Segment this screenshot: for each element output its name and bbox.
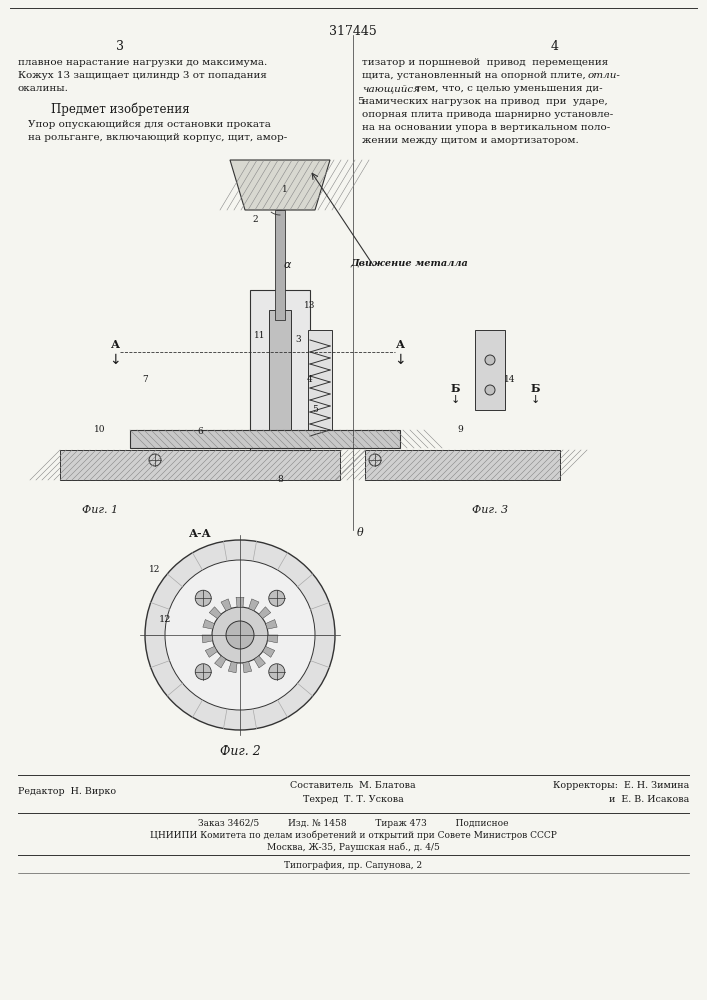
- Polygon shape: [263, 646, 275, 657]
- Text: на рольганге, включающий корпус, щит, амор-: на рольганге, включающий корпус, щит, ам…: [28, 133, 287, 142]
- Text: и  Е. В. Исакова: и Е. В. Исакова: [609, 795, 689, 804]
- Circle shape: [226, 621, 254, 649]
- Text: тизатор и поршневой  привод  перемещения: тизатор и поршневой привод перемещения: [362, 58, 608, 67]
- Text: Движение металла: Движение металла: [350, 258, 468, 267]
- Polygon shape: [209, 607, 221, 619]
- Circle shape: [269, 664, 285, 680]
- Text: опорная плита привода шарнирно установле-: опорная плита привода шарнирно установле…: [362, 110, 613, 119]
- Polygon shape: [203, 620, 214, 629]
- Text: 4: 4: [551, 40, 559, 53]
- Text: ↓: ↓: [395, 353, 406, 367]
- Text: Редактор  Н. Вирко: Редактор Н. Вирко: [18, 787, 116, 796]
- Text: 3: 3: [116, 40, 124, 53]
- Text: отли-: отли-: [588, 71, 621, 80]
- Polygon shape: [250, 290, 310, 450]
- Text: 5: 5: [357, 97, 363, 106]
- Text: 12: 12: [159, 615, 171, 624]
- Text: θ: θ: [356, 528, 363, 538]
- Text: окалины.: окалины.: [18, 84, 69, 93]
- Circle shape: [485, 355, 495, 365]
- Polygon shape: [230, 160, 330, 210]
- Text: α: α: [284, 260, 291, 270]
- Text: Кожух 13 защищает цилиндр 3 от попадания: Кожух 13 защищает цилиндр 3 от попадания: [18, 71, 267, 80]
- Polygon shape: [475, 330, 505, 410]
- Text: 317445: 317445: [329, 25, 377, 38]
- Circle shape: [369, 454, 381, 466]
- Text: щита, установленный на опорной плите,: щита, установленный на опорной плите,: [362, 71, 589, 80]
- Text: Корректоры:  Е. Н. Зимина: Корректоры: Е. Н. Зимина: [553, 781, 689, 790]
- Text: 13: 13: [304, 300, 316, 310]
- Text: 7: 7: [142, 375, 148, 384]
- Text: Заказ 3462/5          Изд. № 1458          Тираж 473          Подписное: Заказ 3462/5 Изд. № 1458 Тираж 473 Подпи…: [198, 819, 508, 828]
- Polygon shape: [269, 310, 291, 430]
- Polygon shape: [259, 607, 271, 619]
- Text: ↓: ↓: [450, 395, 460, 405]
- Text: жении между щитом и амортизатором.: жении между щитом и амортизатором.: [362, 136, 579, 145]
- Text: 3: 3: [296, 336, 300, 344]
- Text: чающийся: чающийся: [362, 84, 420, 93]
- Polygon shape: [202, 635, 213, 643]
- Text: 14: 14: [504, 375, 515, 384]
- Text: А: А: [395, 340, 404, 351]
- Circle shape: [165, 560, 315, 710]
- Text: плавное нарастание нагрузки до максимума.: плавное нарастание нагрузки до максимума…: [18, 58, 267, 67]
- Text: Предмет изобретения: Предмет изобретения: [51, 103, 189, 116]
- Text: 2: 2: [252, 216, 258, 225]
- Circle shape: [212, 607, 268, 663]
- Text: А: А: [110, 340, 119, 351]
- Text: Б: Б: [530, 382, 539, 393]
- Text: намических нагрузок на привод  при  ударе,: намических нагрузок на привод при ударе,: [362, 97, 608, 106]
- Polygon shape: [243, 662, 252, 673]
- Polygon shape: [221, 599, 231, 611]
- Polygon shape: [308, 330, 332, 440]
- Polygon shape: [249, 599, 259, 611]
- Polygon shape: [60, 450, 340, 480]
- Circle shape: [195, 590, 211, 606]
- Text: Техред  Т. Т. Ускова: Техред Т. Т. Ускова: [303, 795, 404, 804]
- Text: Типография, пр. Сапунова, 2: Типография, пр. Сапунова, 2: [284, 861, 422, 870]
- Circle shape: [485, 385, 495, 395]
- Polygon shape: [130, 430, 400, 448]
- Circle shape: [149, 454, 161, 466]
- Text: А-А: А-А: [189, 528, 211, 539]
- Text: 11: 11: [255, 330, 266, 340]
- Text: Фиг. 2: Фиг. 2: [220, 745, 260, 758]
- Text: 8: 8: [277, 476, 283, 485]
- Circle shape: [195, 664, 211, 680]
- Polygon shape: [228, 662, 237, 673]
- Text: тем, что, с целью уменьшения ди-: тем, что, с целью уменьшения ди-: [412, 84, 602, 93]
- Polygon shape: [214, 656, 226, 668]
- Text: Б: Б: [450, 382, 460, 393]
- Polygon shape: [254, 656, 265, 668]
- Text: 12: 12: [149, 566, 160, 574]
- Text: на на основании упора в вертикальном поло-: на на основании упора в вертикальном пол…: [362, 123, 610, 132]
- Polygon shape: [267, 635, 278, 643]
- Text: Упор опускающийся для остановки проката: Упор опускающийся для остановки проката: [28, 120, 271, 129]
- Text: ЦНИИПИ Комитета по делам изобретений и открытий при Совете Министров СССР: ЦНИИПИ Комитета по делам изобретений и о…: [150, 831, 556, 840]
- Text: ↓: ↓: [109, 353, 121, 367]
- Text: 6: 6: [197, 428, 203, 436]
- Text: 10: 10: [94, 426, 106, 434]
- Polygon shape: [365, 450, 560, 480]
- Text: Фиг. 3: Фиг. 3: [472, 505, 508, 515]
- Text: ↓: ↓: [530, 395, 539, 405]
- Text: 9: 9: [457, 426, 463, 434]
- Text: Фиг. 1: Фиг. 1: [82, 505, 118, 515]
- Polygon shape: [236, 597, 244, 607]
- Text: 5: 5: [312, 406, 318, 414]
- Circle shape: [269, 590, 285, 606]
- Polygon shape: [205, 646, 217, 657]
- Text: 4: 4: [307, 375, 313, 384]
- Text: 1: 1: [282, 186, 288, 194]
- Text: Москва, Ж-35, Раушская наб., д. 4/5: Москва, Ж-35, Раушская наб., д. 4/5: [267, 843, 440, 852]
- Text: Составитель  М. Блатова: Составитель М. Блатова: [290, 781, 416, 790]
- Polygon shape: [275, 210, 285, 320]
- Circle shape: [145, 540, 335, 730]
- Polygon shape: [266, 620, 277, 629]
